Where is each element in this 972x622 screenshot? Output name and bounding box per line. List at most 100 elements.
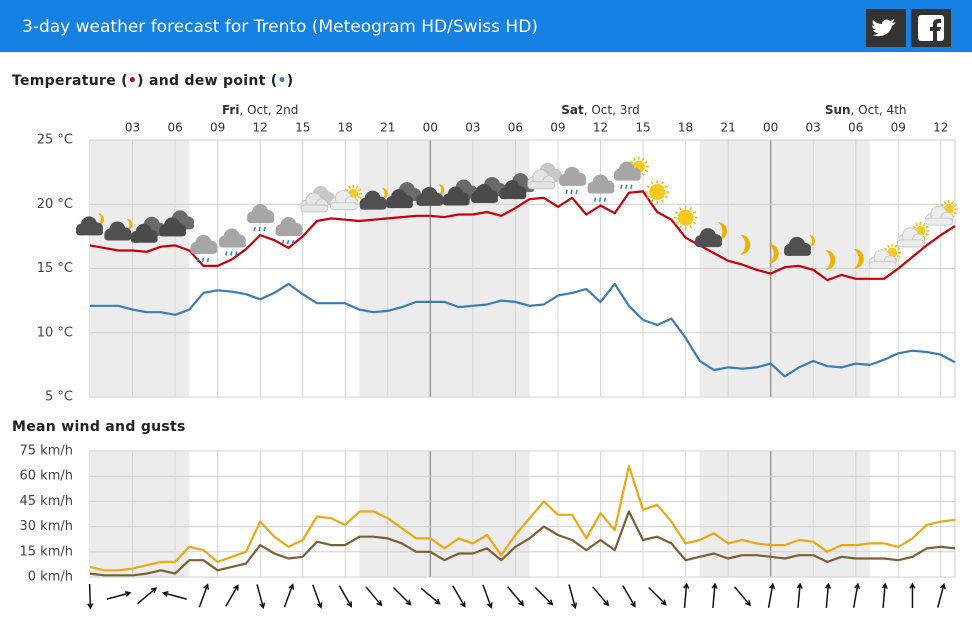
cloud-part [275, 228, 303, 236]
arrow-shaft [683, 583, 688, 609]
x-tick-label: 21 [380, 121, 395, 135]
rain-drop [225, 251, 228, 256]
sun-ray [678, 225, 682, 229]
sun-ray [925, 233, 929, 237]
wind-arrow [106, 590, 132, 600]
arrow-shaft [452, 585, 466, 607]
wind-arrow [936, 582, 946, 608]
arrow-shaft [225, 585, 239, 607]
day-label: Sun, Oct, 4th [825, 103, 907, 117]
cloud-icon [190, 234, 218, 254]
sun-ray [894, 244, 898, 248]
wind-arrow [452, 585, 466, 608]
sun-ray [896, 255, 901, 258]
sun-ray [674, 221, 679, 225]
x-tick-label: 09 [210, 121, 225, 135]
rain-drop [196, 257, 200, 263]
arrow-shaft [622, 585, 636, 607]
wind-arrow [507, 586, 525, 607]
cloud-part [499, 192, 527, 200]
x-tick-label: 12 [593, 121, 608, 135]
cloud-icon [471, 183, 499, 203]
cloud-part [442, 198, 470, 206]
moon-icon [740, 234, 751, 255]
cloud-part [471, 195, 499, 203]
y-tick-label: 10 °C [37, 325, 73, 340]
x-tick-label: 03 [806, 121, 821, 135]
arrow-shaft [592, 586, 609, 606]
arrow-shaft [392, 586, 411, 606]
sun-ray [664, 185, 668, 189]
sun-ray [633, 157, 637, 161]
arrow-head [603, 600, 610, 607]
wind-arrow [734, 586, 752, 607]
rain-drop [263, 226, 266, 232]
cloud-part [218, 240, 246, 248]
series-line [89, 190, 956, 282]
rain-drop [281, 239, 285, 245]
arrow-shaft [482, 584, 492, 608]
rain-drop [206, 257, 210, 263]
arrow-head [909, 582, 916, 589]
x-tick-label: 06 [848, 121, 863, 135]
cloud-icon [218, 228, 246, 248]
night-band [90, 451, 190, 577]
rain-drop [291, 239, 295, 245]
sun-ray [646, 195, 650, 199]
arrow-head [124, 590, 132, 597]
cloud-part [416, 198, 444, 206]
sun-ray [661, 199, 664, 203]
facebook-button[interactable] [911, 9, 951, 47]
cloud-part [130, 235, 158, 243]
x-tick-label: 09 [891, 121, 906, 135]
cloud-part [76, 228, 103, 236]
sun-ray [664, 195, 668, 199]
arrow-shaft [534, 586, 553, 606]
header-bar [0, 0, 972, 52]
arrow-shaft [825, 583, 830, 609]
arrow-shaft [137, 587, 157, 605]
cloud-icon [527, 169, 556, 190]
rain-drop [258, 226, 261, 232]
arrow-shaft [507, 586, 524, 606]
x-tick-label: 03 [125, 121, 140, 135]
cloud-icon [694, 228, 722, 248]
sun-ray [358, 188, 362, 192]
sun-ray [641, 172, 645, 176]
wind-arrow [622, 585, 636, 608]
day-label: Sat, Oct, 3rd [561, 103, 639, 117]
sun-icon [645, 179, 670, 204]
arrow-head [316, 602, 323, 609]
moon-icon [768, 243, 779, 264]
x-tick-label: 12 [253, 121, 268, 135]
wind-arrow [534, 586, 554, 606]
arrow-head [881, 582, 888, 589]
x-tick-label: 12 [933, 121, 948, 135]
wind-arrow [767, 582, 776, 608]
arrow-head [87, 603, 94, 610]
sun-ray [689, 206, 693, 211]
weather-symbols [76, 156, 958, 271]
moon-icon [853, 248, 864, 269]
x-tick-label: 06 [167, 121, 182, 135]
wind-arrow [711, 582, 718, 609]
arrow-head [460, 601, 466, 608]
moon-icon [126, 218, 133, 231]
rain-drop [201, 257, 205, 263]
cloud-part [925, 217, 954, 226]
cloud-part [329, 202, 358, 211]
sun-ray [689, 225, 693, 229]
arrow-shaft [734, 586, 751, 606]
arrow-shaft [936, 584, 945, 608]
arrow-head [405, 599, 412, 606]
sun-ray [915, 222, 919, 227]
cloud-part [559, 178, 587, 186]
rain-drop [575, 189, 578, 195]
cloud-icon [329, 190, 358, 211]
cloud-icon [159, 217, 187, 237]
sun-ray [674, 211, 679, 214]
twitter-button[interactable] [866, 9, 906, 47]
rain-drop [230, 251, 233, 256]
cloud-icon [499, 180, 527, 200]
header-title: 3-day weather forecast for Trento (Meteo… [22, 17, 538, 37]
